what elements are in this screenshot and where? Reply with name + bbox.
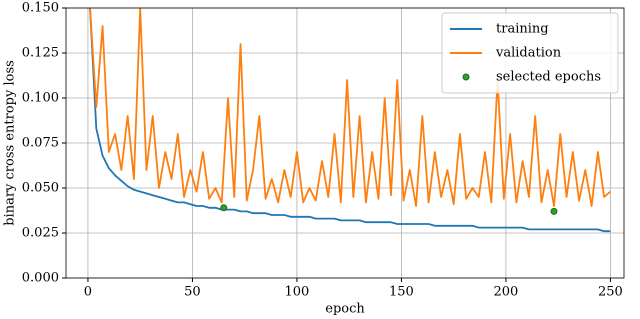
y-tick-label: 0.000 [22,271,59,286]
x-tick-label: 0 [84,285,92,300]
legend-label: training [496,22,549,37]
x-tick-label: 150 [389,285,414,300]
y-tick-label: 0.100 [22,91,59,106]
x-tick-label: 200 [494,285,519,300]
y-tick-label: 0.150 [22,1,59,16]
y-tick-label: 0.125 [22,46,59,61]
selected-epoch-marker [550,207,558,215]
series-line [89,8,612,207]
y-axis-label: binary cross entropy loss [3,60,18,226]
y-tick-label: 0.025 [22,226,59,241]
x-tick-label: 100 [285,285,310,300]
x-axis-label: epoch [325,302,365,317]
legend-marker [462,73,470,81]
x-tick-label: 250 [598,285,623,300]
selected-epoch-marker [220,204,228,212]
y-tick-label: 0.050 [22,181,59,196]
legend-label: selected epochs [496,70,601,85]
y-tick-label: 0.075 [22,136,59,151]
legend-label: validation [495,46,562,61]
x-tick-label: 50 [184,285,201,300]
series-line [89,8,611,233]
legend-box [441,12,619,94]
